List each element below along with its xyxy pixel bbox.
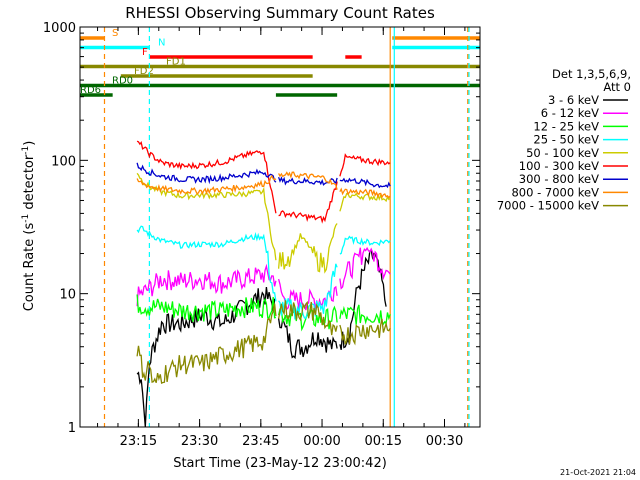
series-line-3 bbox=[339, 235, 391, 255]
axes: 1 10 100 1000 23:15 23:30 23:45 00:00 00:15 00:30 bbox=[43, 21, 481, 449]
series-line-1 bbox=[339, 246, 391, 290]
series-line-4 bbox=[277, 223, 338, 274]
series-line-6 bbox=[339, 177, 391, 189]
series-line-0 bbox=[136, 287, 277, 428]
series-line-7 bbox=[278, 171, 338, 190]
series-line-2 bbox=[136, 294, 276, 322]
series-line-5 bbox=[278, 181, 338, 224]
flag-label-s: S bbox=[112, 28, 118, 39]
x-tick-label: 00:30 bbox=[426, 434, 463, 449]
plot-frame bbox=[79, 26, 481, 428]
series-line-6 bbox=[136, 162, 277, 185]
series-line-7 bbox=[136, 174, 277, 196]
footer-date: 21-Oct-2021 21:04 bbox=[560, 468, 636, 477]
y-tick-label: 1 bbox=[68, 421, 76, 436]
legend-label: 6 - 12 keV bbox=[541, 106, 599, 120]
y-tick-label: 10 bbox=[59, 288, 76, 303]
flag-label-fd2: FD2 bbox=[134, 66, 154, 77]
x-tick-label: 23:15 bbox=[120, 434, 157, 449]
flag-label-rd6: RD6 bbox=[80, 85, 101, 96]
flag-label-f: F bbox=[142, 47, 148, 58]
legend-label: 3 - 6 keV bbox=[548, 93, 599, 107]
legend-label: 12 - 25 keV bbox=[533, 119, 599, 133]
series-line-3 bbox=[136, 225, 277, 302]
series-line-5 bbox=[339, 153, 391, 177]
legend-label: 300 - 800 keV bbox=[519, 172, 599, 186]
flag-label-rd0: RD0 bbox=[112, 76, 133, 87]
series-line-7 bbox=[339, 187, 391, 199]
y-tick-label: 1000 bbox=[43, 21, 76, 36]
vertical-markers bbox=[103, 27, 470, 427]
y-axis-label: Count Rate (s-1 detector-1) bbox=[21, 141, 37, 312]
legend-label: 25 - 50 keV bbox=[533, 133, 599, 147]
series-line-1 bbox=[136, 263, 277, 307]
y-tick-label: 100 bbox=[51, 154, 76, 169]
legend-label: 50 - 100 keV bbox=[526, 146, 599, 160]
legend-label: 100 - 300 keV bbox=[519, 159, 599, 173]
x-tick-label: 00:00 bbox=[303, 434, 340, 449]
legend-label: 800 - 7000 keV bbox=[511, 185, 599, 199]
legend-label: 7000 - 15000 keV bbox=[497, 199, 599, 213]
series-line-8 bbox=[136, 303, 277, 385]
x-tick-label: 23:45 bbox=[242, 434, 279, 449]
legend-header-line-1: Det 1,3,5,6,9, bbox=[552, 67, 631, 81]
x-tick-label: 00:15 bbox=[365, 434, 402, 449]
series-line-0 bbox=[339, 249, 387, 350]
chart-title: RHESSI Observing Summary Count Rates bbox=[125, 4, 435, 22]
series-line-8 bbox=[339, 318, 391, 346]
legend-header-line-2: Att 0 bbox=[603, 80, 631, 94]
series-line-0 bbox=[277, 316, 338, 360]
x-axis-label: Start Time (23-May-12 23:00:42) bbox=[173, 456, 387, 471]
flag-label-fd1: FD1 bbox=[166, 57, 186, 68]
flag-label-n: N bbox=[158, 38, 165, 49]
series-line-5 bbox=[136, 140, 277, 214]
series-line-8 bbox=[277, 300, 338, 336]
x-tick-label: 23:30 bbox=[181, 434, 218, 449]
series-lines bbox=[136, 140, 391, 428]
